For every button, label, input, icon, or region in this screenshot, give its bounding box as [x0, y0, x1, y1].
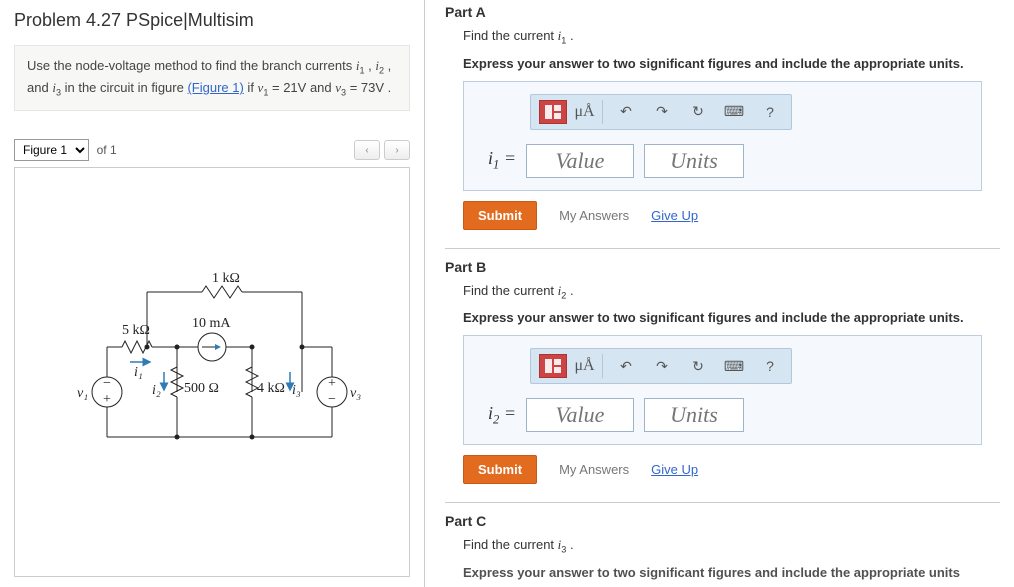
- part-b-prompt: Find the current i2 .: [463, 283, 1000, 301]
- undo-icon[interactable]: ↶: [613, 354, 639, 378]
- part-a-toolbar: μÅ ↶ ↷ ↻ ⌨ ?: [530, 94, 792, 130]
- answer-pane: Part A Find the current i1 . Express you…: [425, 0, 1014, 587]
- part-b-units-input[interactable]: [644, 398, 744, 432]
- problem-pane: Problem 4.27 PSpice|Multisim Use the nod…: [0, 0, 425, 587]
- figure-prev-button[interactable]: ‹: [354, 140, 380, 160]
- svg-text:1 kΩ: 1 kΩ: [212, 272, 240, 286]
- svg-text:i₃: i₃: [292, 383, 301, 398]
- svg-text:+: +: [103, 392, 111, 407]
- help-icon[interactable]: ?: [757, 100, 783, 124]
- part-a-units-input[interactable]: [644, 144, 744, 178]
- keyboard-icon[interactable]: ⌨: [721, 100, 747, 124]
- part-b-actions: Submit My Answers Give Up: [463, 455, 982, 484]
- part-b-heading: Part B: [445, 259, 1000, 275]
- svg-text:v₃: v₃: [350, 386, 361, 401]
- part-c-heading: Part C: [445, 513, 1000, 529]
- svg-text:−: −: [328, 392, 336, 407]
- template-button[interactable]: [539, 100, 567, 124]
- part-a-value-input[interactable]: [526, 144, 634, 178]
- svg-text:500 Ω: 500 Ω: [184, 381, 219, 396]
- part-a-variable: i1 =: [488, 148, 516, 173]
- redo-icon[interactable]: ↷: [649, 354, 675, 378]
- divider: [445, 248, 1000, 249]
- reset-icon[interactable]: ↻: [685, 354, 711, 378]
- svg-text:i₁: i₁: [134, 365, 143, 380]
- figure-box: 1 kΩ 5 kΩ 10 mA: [14, 167, 410, 577]
- part-b-myanswers: My Answers: [559, 462, 629, 477]
- part-b-answer-box: μÅ ↶ ↷ ↻ ⌨ ? i2 =: [463, 335, 982, 445]
- redo-icon[interactable]: ↷: [649, 100, 675, 124]
- instructions-box: Use the node-voltage method to find the …: [14, 45, 410, 111]
- svg-text:4 kΩ: 4 kΩ: [257, 381, 285, 396]
- undo-icon[interactable]: ↶: [613, 100, 639, 124]
- help-icon[interactable]: ?: [757, 354, 783, 378]
- part-a-myanswers: My Answers: [559, 208, 629, 223]
- part-b-variable: i2 =: [488, 403, 516, 428]
- part-c-prompt: Find the current i3 .: [463, 537, 1000, 555]
- part-b-submit-button[interactable]: Submit: [463, 455, 537, 484]
- figure-nav: Figure 1 of 1 ‹ ›: [14, 139, 410, 161]
- part-a-giveup-link[interactable]: Give Up: [651, 208, 698, 223]
- units-tool-button[interactable]: μÅ: [577, 100, 603, 124]
- part-c-instruction-cut: Express your answer to two significant f…: [463, 565, 1000, 580]
- part-a-actions: Submit My Answers Give Up: [463, 201, 982, 230]
- figure-next-button[interactable]: ›: [384, 140, 410, 160]
- part-b-value-input[interactable]: [526, 398, 634, 432]
- svg-text:−: −: [103, 376, 111, 391]
- part-a-answer-box: μÅ ↶ ↷ ↻ ⌨ ? i1 =: [463, 81, 982, 191]
- part-a-prompt: Find the current i1 .: [463, 28, 1000, 46]
- svg-text:v₁: v₁: [77, 386, 88, 401]
- units-tool-button[interactable]: μÅ: [577, 354, 603, 378]
- part-a-input-row: i1 =: [488, 144, 967, 178]
- part-b-toolbar: μÅ ↶ ↷ ↻ ⌨ ?: [530, 348, 792, 384]
- figure-select[interactable]: Figure 1: [14, 139, 89, 161]
- reset-icon[interactable]: ↻: [685, 100, 711, 124]
- template-button[interactable]: [539, 354, 567, 378]
- svg-text:+: +: [328, 376, 336, 391]
- divider: [445, 502, 1000, 503]
- part-a-heading: Part A: [445, 4, 1000, 20]
- part-b-instruction: Express your answer to two significant f…: [463, 310, 1000, 325]
- svg-text:10 mA: 10 mA: [192, 316, 231, 331]
- part-a-submit-button[interactable]: Submit: [463, 201, 537, 230]
- part-a-instruction: Express your answer to two significant f…: [463, 56, 1000, 71]
- svg-text:5 kΩ: 5 kΩ: [122, 323, 150, 338]
- problem-title: Problem 4.27 PSpice|Multisim: [14, 10, 410, 31]
- circuit-diagram: 1 kΩ 5 kΩ 10 mA: [52, 272, 372, 472]
- svg-text:i₂: i₂: [152, 383, 161, 398]
- part-b-giveup-link[interactable]: Give Up: [651, 462, 698, 477]
- figure-count: of 1: [97, 143, 117, 157]
- part-b-input-row: i2 =: [488, 398, 967, 432]
- keyboard-icon[interactable]: ⌨: [721, 354, 747, 378]
